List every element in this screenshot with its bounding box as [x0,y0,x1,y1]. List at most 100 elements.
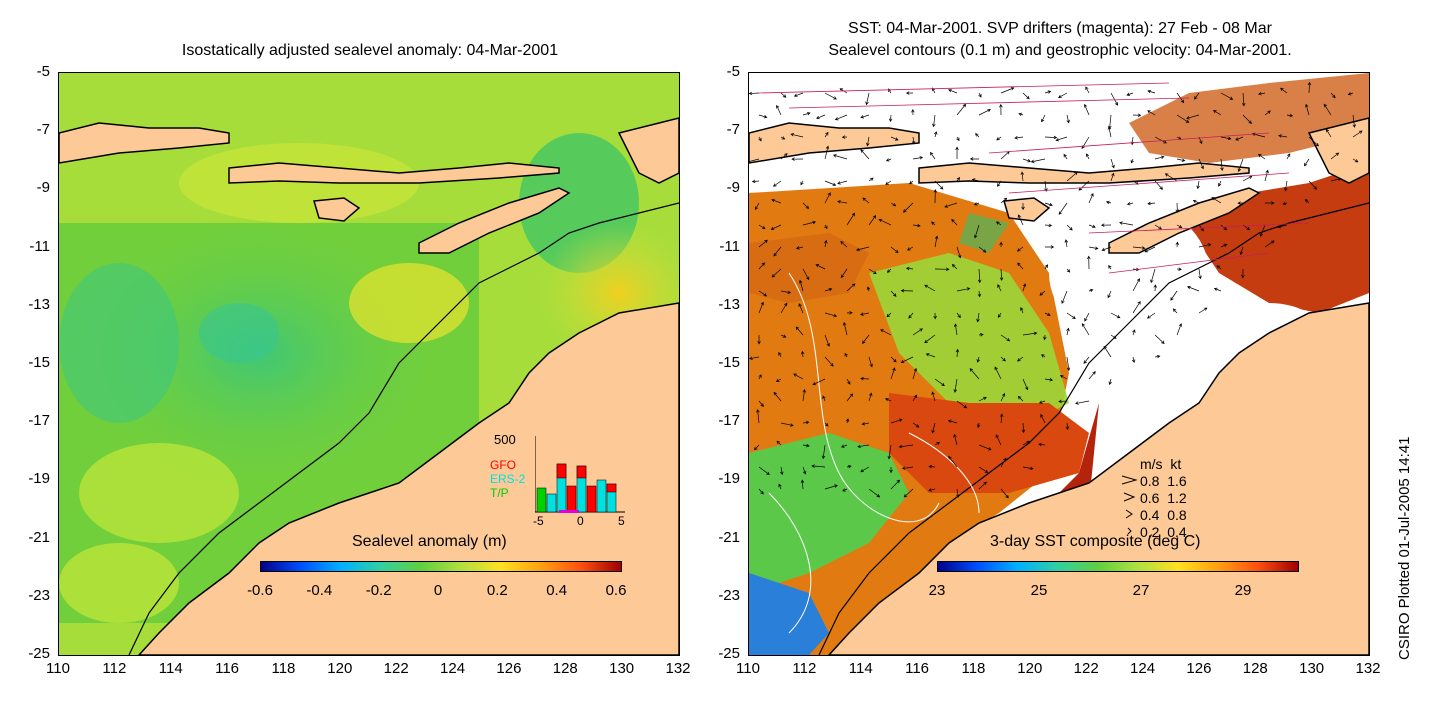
velocity-arrow [886,312,892,318]
velocity-arrow [912,156,924,160]
velocity-arrow [885,158,892,162]
inset-bars [536,463,617,513]
y-tick-label: -19 [718,470,740,488]
x-tick-label: 110 [736,660,760,677]
velocity-arrow [912,422,920,428]
velocity-arrow [1330,177,1342,182]
velocity-arrow [1022,466,1034,471]
velocity-arrow [860,466,870,473]
velocity-arrow [773,246,782,257]
inset-legend-gfo: GFO [490,458,516,472]
velocity-arrow [780,302,788,314]
x-tick-label: 114 [848,660,873,677]
velocity-arrow [1044,312,1051,316]
velocity-arrow [934,235,939,248]
velocity-arrow [1186,285,1200,292]
y-tick-label: -21 [718,528,740,546]
velocity-arrow [1066,356,1071,372]
velocity-arrow [868,215,877,226]
velocity-arrow [905,91,914,95]
velocity-arrow [802,111,811,116]
velocity-arrow [953,433,958,446]
velocity-arrow [824,484,838,490]
x-tick-label: 118 [271,660,296,677]
velocity-arrow [1100,223,1112,227]
sst-land-java [749,122,920,164]
velocity-arrow [1044,223,1053,228]
velocity-arrow [955,146,959,160]
velocity-arrow [1020,307,1024,314]
velocity-arrow [758,400,764,407]
velocity-arrow [978,481,987,490]
velocity-arrow [976,422,981,429]
velocity-arrow [758,224,766,230]
velocity-arrow [912,223,921,228]
sst-coast-contour [818,202,1369,655]
velocity-arrow [845,418,850,424]
velocity-arrow [931,422,936,434]
velocity-arrow [802,202,810,210]
velocity-arrow [780,334,787,338]
sst-land-sumba [1003,197,1051,222]
velocity-arrow [1241,268,1245,279]
x-tick-label: 126 [496,660,522,677]
velocity-arrow [1198,268,1202,280]
velocity-arrow [901,466,914,470]
velocity-arrow [951,263,958,270]
velocity-arrow [1153,284,1157,292]
velocity-arrow [846,283,856,292]
velocity-arrow [795,326,804,336]
velocity-arrow [1044,135,1058,140]
velocity-arrow [862,197,870,204]
velocity-arrow [1218,180,1222,187]
velocity-arrow [758,114,768,119]
colorbar-tick-label: -0.2 [365,582,392,599]
velocity-arrow [1022,283,1027,292]
velocity-arrow [890,418,903,424]
velocity-arrow [1198,158,1204,170]
velocity-arrow [1211,197,1222,204]
velocity-arrow [905,266,914,271]
velocity-arrow [749,158,760,163]
y-tick-label: -25 [718,645,740,662]
left-panel-title: Isostatically adjusted sealevel anomaly:… [181,42,559,59]
colorbar-tick-label: 29 [1234,582,1252,599]
velocity-arrow [1044,245,1055,249]
velocity-arrow [978,396,987,402]
velocity-arrow [865,92,870,106]
velocity-arrow [1264,110,1271,116]
velocity-arrow [1000,488,1009,499]
velocity-arrow [1132,329,1136,336]
velocity-arrow [1085,86,1090,94]
inset-xtick-0: 0 [577,514,584,528]
velocity-arrow [997,312,1002,318]
velocity-arrow [1286,153,1291,160]
velocity-arrow [888,114,893,123]
velocity-arrow [1154,155,1165,160]
velocity-arrow [802,466,807,475]
velocity-arrow [906,246,914,251]
land-sumbawa-flores [228,162,560,184]
x-tick-label: 120 [327,660,353,677]
velocity-arrow [934,131,938,138]
velocity-arrow [885,398,892,402]
colorbar-tick-label: 0 [433,582,443,599]
sealevel-contour-3 [908,432,980,514]
velocity-arrow [778,351,782,358]
velocity-arrow [868,488,881,498]
velocity-arrow [1175,202,1180,213]
velocity-arrow [1164,173,1178,182]
velocity-arrow [1066,171,1078,182]
velocity-arrow [956,136,960,142]
velocity-arrow [880,329,892,336]
velocity-arrow [816,114,826,120]
velocity-arrow [1220,92,1234,100]
velocity-arrow [840,268,848,279]
velocity-arrow [898,444,914,449]
velocity-arrow [1107,290,1112,299]
velocity-arrow [978,444,992,451]
velocity-arrow [799,279,804,292]
velocity-arrow [770,224,782,230]
velocity-arrow [948,455,958,468]
velocity-arrow [956,176,960,182]
